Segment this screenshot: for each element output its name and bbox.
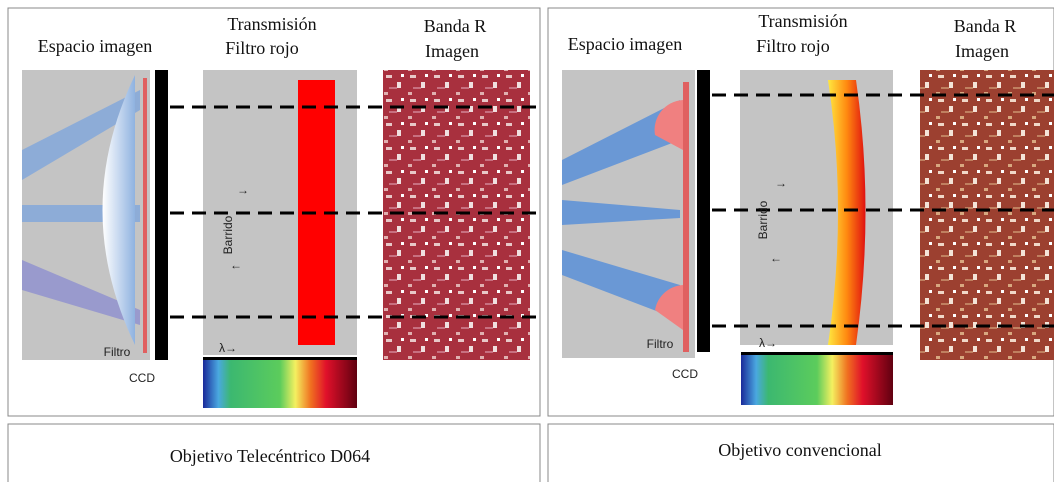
arrow: ← [770,251,782,265]
filter [143,78,147,353]
caption: Objetivo convencional [718,440,881,460]
label: Filtro [104,345,131,359]
arrow: ← [230,258,242,272]
spectrum-edge [741,352,893,355]
label: Espacio imagen [568,34,682,54]
label: Imagen [955,41,1009,61]
ccd [155,70,168,360]
label: λ→ [759,336,777,350]
label: Transmisión [758,11,847,31]
arrow: → [775,176,787,190]
panel-conventional: Espacio imagen Transmisión Filtro rojo B… [548,8,1054,482]
panel-telecentric: Espacio imagen Transmisión Filtro rojo B… [8,8,540,482]
label: CCD [129,371,155,385]
caption: Objetivo Telecéntrico D064 [170,446,370,466]
label: Espacio imagen [38,36,152,56]
label: Barrido [756,200,770,239]
label: λ→ [219,341,237,355]
label: Filtro rojo [225,38,299,58]
spectrum [741,355,893,405]
label: Banda R [424,16,487,36]
label: Barrido [221,215,235,254]
label: Filtro rojo [756,36,830,56]
ccd [697,70,710,352]
band-r-image [920,70,1054,360]
spectrum [203,360,357,408]
filter [683,82,689,352]
label: Filtro [647,337,674,351]
label: Imagen [425,41,479,61]
spectrum-edge [203,357,357,360]
label: Banda R [954,16,1017,36]
arrow: → [237,183,249,197]
label: CCD [672,367,698,381]
page: Espacio imagen Transmisión Filtro rojo B… [0,0,1054,482]
label: Transmisión [227,14,316,34]
figure: Espacio imagen Transmisión Filtro rojo B… [0,0,1054,482]
